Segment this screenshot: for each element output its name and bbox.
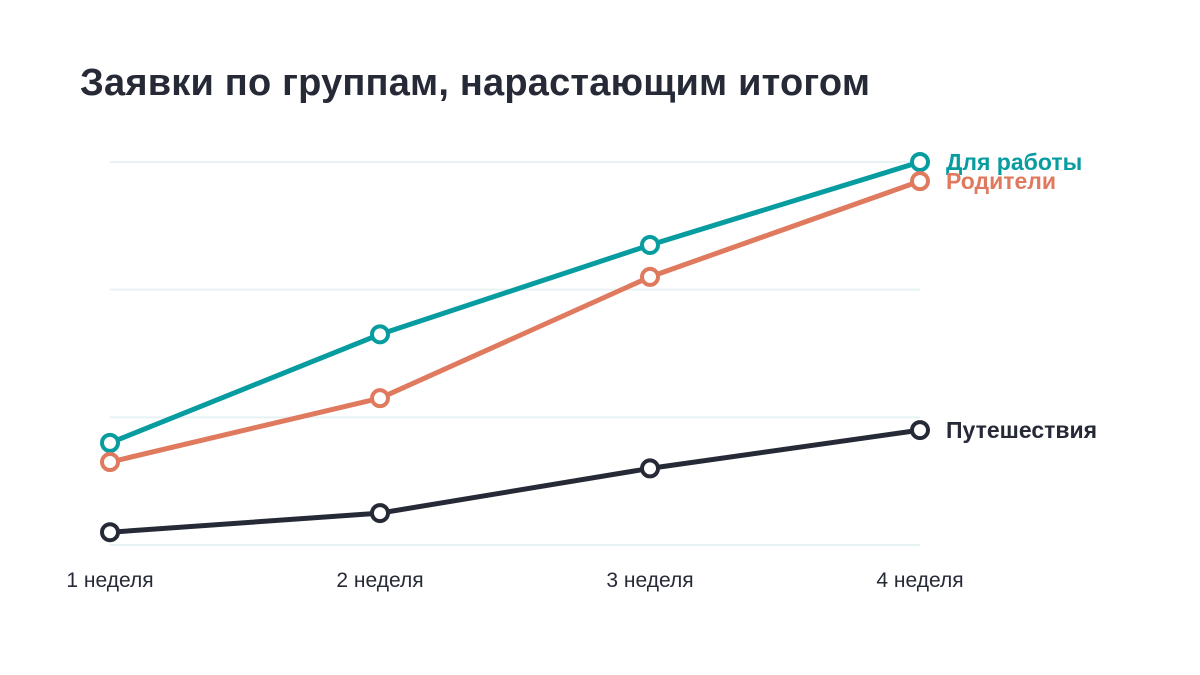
data-point bbox=[640, 458, 660, 479]
series-line bbox=[107, 178, 923, 465]
data-point bbox=[370, 503, 390, 524]
series-line bbox=[107, 159, 923, 446]
series-label: Путешествия bbox=[946, 417, 1097, 443]
chart-title: Заявки по группам, нарастающим итогом bbox=[80, 62, 871, 104]
series-points bbox=[100, 152, 930, 543]
series-label: Родители bbox=[946, 168, 1056, 194]
x-tick-label: 1 неделя bbox=[66, 569, 153, 592]
data-point bbox=[100, 452, 120, 473]
series-label: Для работы bbox=[946, 149, 1082, 175]
data-point bbox=[370, 388, 390, 409]
data-point bbox=[370, 324, 390, 345]
x-tick-label: 3 неделя bbox=[606, 569, 693, 592]
data-point bbox=[640, 266, 660, 287]
data-point bbox=[910, 171, 930, 192]
data-point bbox=[910, 420, 930, 441]
series-lines bbox=[107, 159, 923, 535]
data-point bbox=[100, 522, 120, 543]
x-tick-label: 2 неделя bbox=[336, 569, 423, 592]
data-point bbox=[910, 152, 930, 172]
x-tick-label: 4 неделя bbox=[876, 569, 963, 592]
series-line bbox=[107, 427, 923, 535]
data-point bbox=[100, 432, 120, 453]
data-point bbox=[640, 234, 660, 255]
gridlines bbox=[110, 161, 920, 546]
x-axis-ticks: 1 неделя 2 неделя 3 неделя 4 неделя bbox=[66, 569, 963, 592]
